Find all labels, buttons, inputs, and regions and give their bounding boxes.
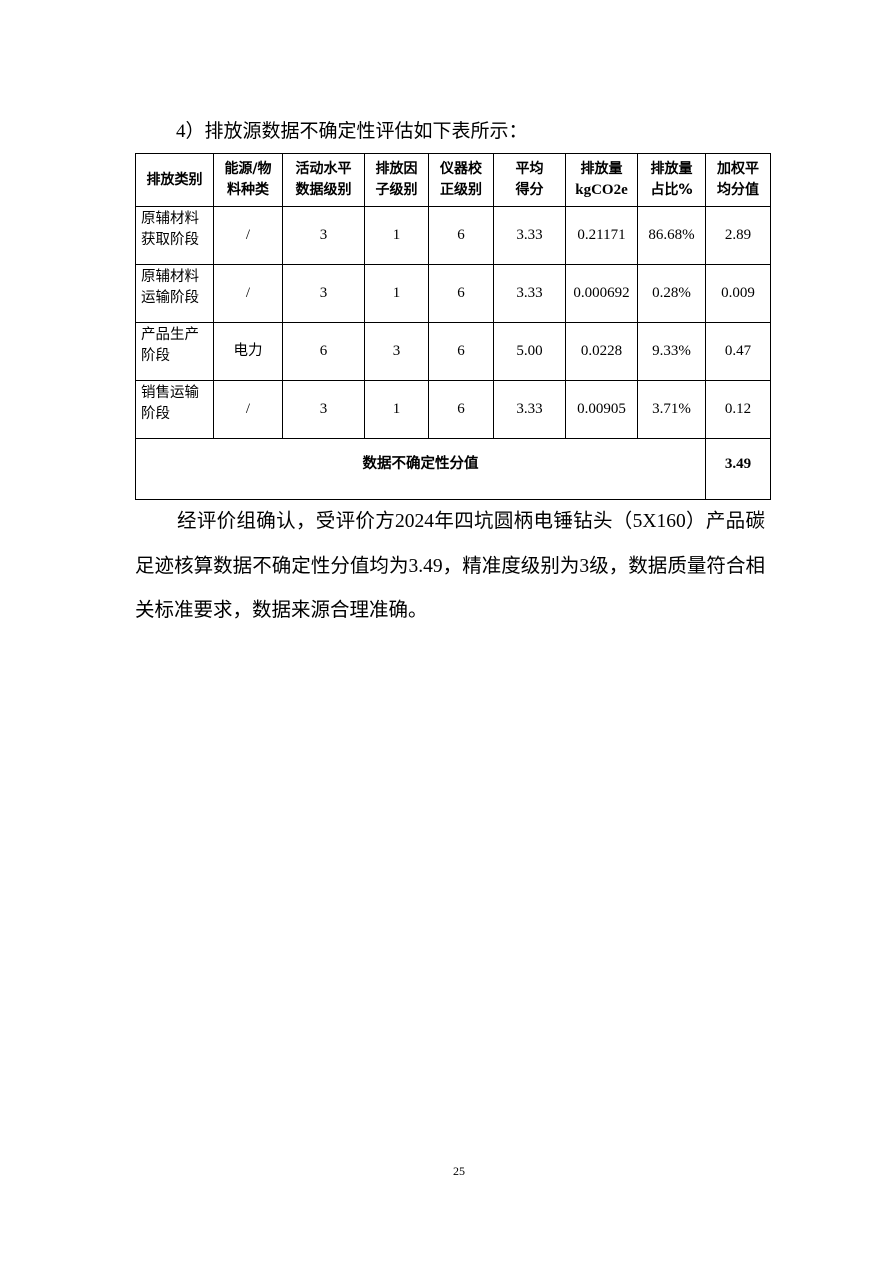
table-header-row: 排放类别 能源/物 料种类 活动水平 数据级别 排放因 子级别 仪器校 正级别 平均得分…: [135, 153, 771, 207]
category-cell: 销售运输 阶段: [135, 380, 214, 439]
weighted-cell: 0.009: [705, 264, 771, 323]
total-value: 3.49: [705, 438, 771, 500]
category-cell: 原辅材料 运输阶段: [135, 264, 214, 323]
instrument-cell: 6: [428, 322, 494, 381]
header-cell: 活动水平 数据级别: [282, 153, 365, 207]
emission-cell: 0.0228: [565, 322, 638, 381]
activity-cell: 6: [282, 322, 365, 381]
page-number: 25: [453, 1164, 465, 1178]
activity-cell: 3: [282, 264, 365, 323]
weighted-cell: 0.12: [705, 380, 771, 439]
header-cell: 能源/物 料种类: [213, 153, 283, 207]
table-row: 销售运输 阶段/3 1 6 3.33 0.00905 3.71% 0.12: [135, 380, 771, 439]
weighted-cell: 2.89: [705, 206, 771, 265]
factor-cell: 1: [364, 206, 429, 265]
conclusion-paragraph: 经评价组确认，受评价方2024年四坑圆柄电锤钻头（5X160）产品碳足迹核算数据…: [135, 511, 765, 621]
kind-cell: 电力: [213, 322, 283, 381]
avg-cell: 5.00: [493, 322, 566, 381]
table-row: 产品生产 阶段 电力 6 3 6 5.00 0.0228 9.33% 0.47: [135, 322, 771, 381]
activity-cell: 3: [282, 380, 365, 439]
factor-cell: 1: [364, 264, 429, 323]
factor-cell: 1: [364, 380, 429, 439]
header-cell: 排放因 子级别: [364, 153, 429, 207]
share-cell: 0.28%: [637, 264, 706, 323]
kind-cell: /: [213, 264, 283, 323]
intro-text: 4）排放源数据不确定性评估如下表所示：: [176, 121, 528, 142]
instrument-cell: 6: [428, 380, 494, 439]
factor-cell: 3: [364, 322, 429, 381]
table-row: 原辅材料 运输阶段/3 1 6 3.33 0.000692 0.28% 0.009: [135, 264, 771, 323]
activity-cell: 3: [282, 206, 365, 265]
weighted-cell: 0.47: [705, 322, 771, 381]
header-cell-avg-score: 平均得分: [493, 153, 566, 207]
instrument-cell: 6: [428, 264, 494, 323]
kind-cell: /: [213, 206, 283, 265]
header-cell: 排放类别: [135, 153, 214, 207]
uncertainty-table: 排放类别 能源/物 料种类 活动水平 数据级别 排放因 子级别 仪器校 正级别 平均得分…: [135, 153, 771, 500]
kind-cell: /: [213, 380, 283, 439]
instrument-cell: 6: [428, 206, 494, 265]
header-cell-emission-share: 排放量占比%: [637, 153, 706, 207]
share-cell: 3.71%: [637, 380, 706, 439]
table-row: 原辅材料 获取阶段/3 1 6 3.33 0.21171 86.68% 2.89: [135, 206, 771, 265]
share-cell: 86.68%: [637, 206, 706, 265]
share-cell: 9.33%: [637, 322, 706, 381]
avg-cell: 3.33: [493, 264, 566, 323]
category-cell: 产品生产 阶段: [135, 322, 214, 381]
emission-cell: 0.21171: [565, 206, 638, 265]
header-cell: 排放量 kgCO2e: [565, 153, 638, 207]
emission-cell: 0.000692: [565, 264, 638, 323]
category-cell: 原辅材料 获取阶段: [135, 206, 214, 265]
emission-cell: 0.00905: [565, 380, 638, 439]
avg-cell: 3.33: [493, 380, 566, 439]
total-row: 数据不确定性分值 3.49: [135, 438, 771, 500]
total-label: 数据不确定性分值: [135, 438, 706, 500]
avg-cell: 3.33: [493, 206, 566, 265]
header-cell: 仪器校 正级别: [428, 153, 494, 207]
header-cell: 加权平 均分值: [705, 153, 771, 207]
